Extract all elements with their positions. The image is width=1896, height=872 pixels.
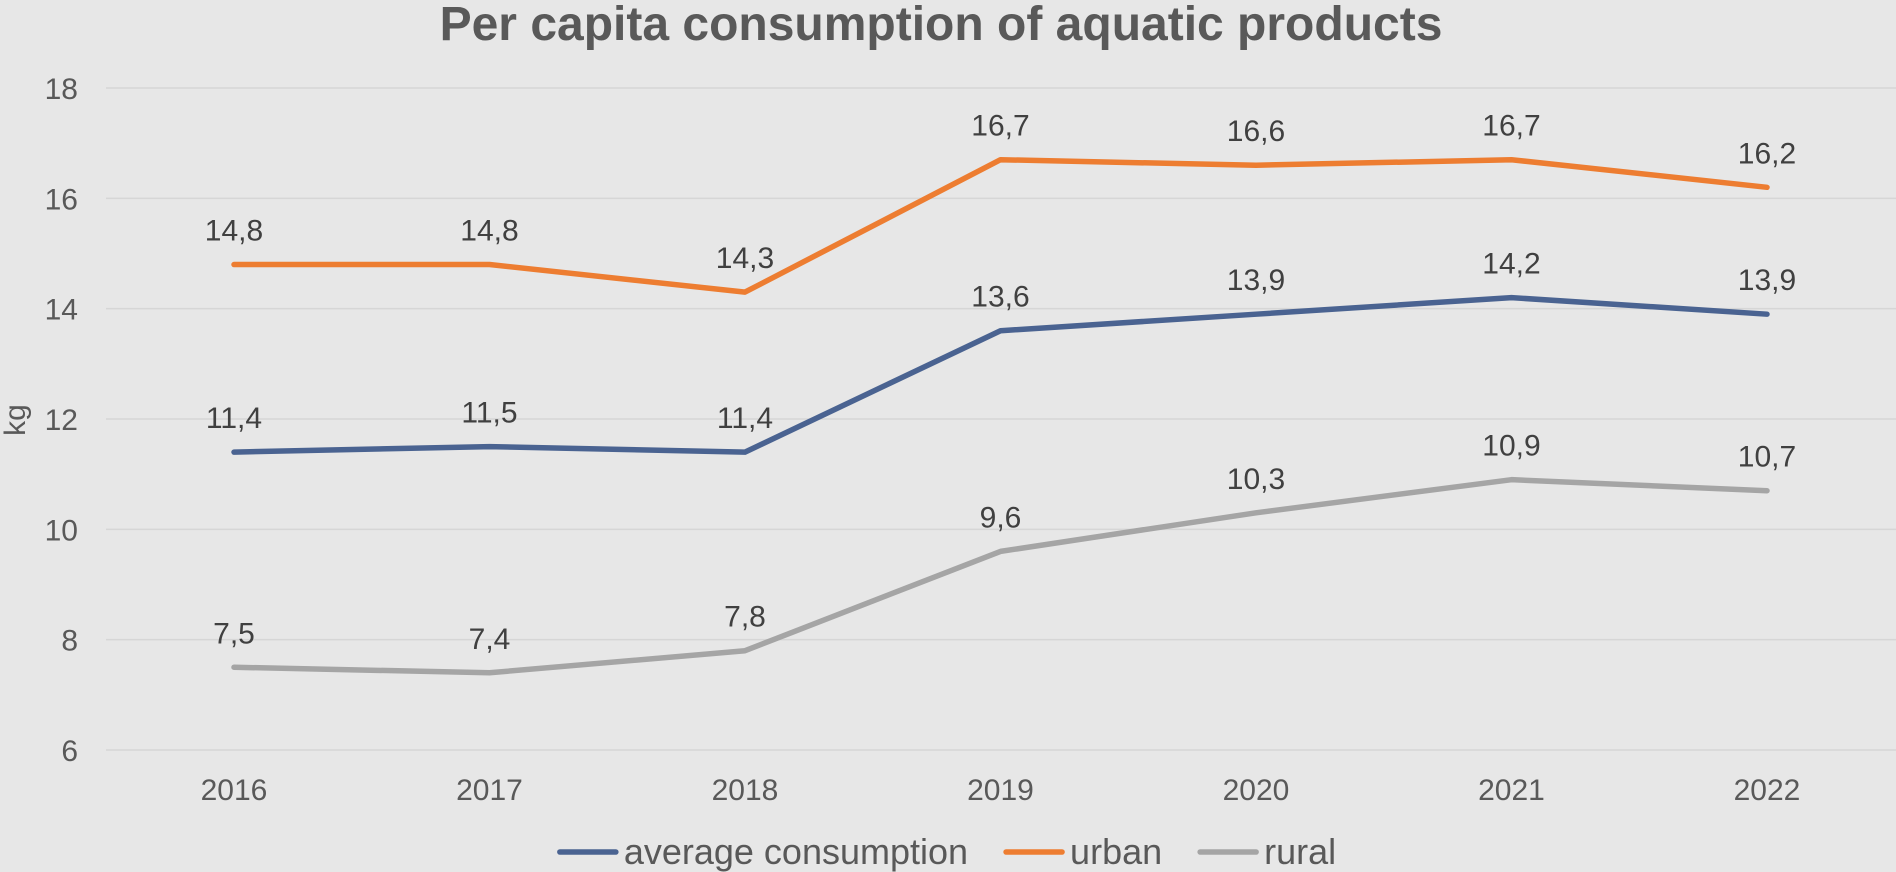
y-tick-label: 8 xyxy=(61,625,78,658)
data-label-urban: 16,7 xyxy=(971,110,1029,143)
legend-item: average consumption xyxy=(557,831,968,872)
data-label-rural: 10,3 xyxy=(1227,463,1285,496)
x-tick-label: 2022 xyxy=(1734,774,1801,807)
gridlines xyxy=(106,87,1896,751)
y-axis-label: kg xyxy=(0,404,32,436)
data-label-rural: 7,4 xyxy=(469,623,511,656)
x-tick-label: 2021 xyxy=(1478,774,1545,807)
data-label-average-consumption: 13,6 xyxy=(971,281,1029,314)
data-label-urban: 16,2 xyxy=(1738,137,1796,170)
data-label-urban: 14,8 xyxy=(205,215,263,248)
data-label-rural: 9,6 xyxy=(980,501,1022,534)
data-label-rural: 10,7 xyxy=(1738,441,1796,474)
data-label-rural: 7,5 xyxy=(213,617,255,650)
y-tick-label: 6 xyxy=(61,735,78,768)
data-label-urban: 16,7 xyxy=(1482,110,1540,143)
data-label-average-consumption: 13,9 xyxy=(1738,264,1796,297)
y-tick-label: 12 xyxy=(45,404,78,437)
legend-item: rural xyxy=(1197,831,1336,872)
x-axis-ticks: 2016 2017 2018 2019 2020 2021 2022 xyxy=(201,774,1801,807)
x-tick-label: 2016 xyxy=(201,774,268,807)
data-label-average-consumption: 11,5 xyxy=(461,397,517,430)
data-labels: 11,4 11,5 11,4 13,6 13,9 14,2 13,9 14,8 14,8 14,3… xyxy=(205,110,1796,656)
legend-item: urban xyxy=(1003,831,1162,872)
data-label-urban: 16,6 xyxy=(1227,115,1285,148)
data-label-rural: 7,8 xyxy=(724,601,766,634)
x-tick-label: 2017 xyxy=(456,774,523,807)
legend-label: urban xyxy=(1070,831,1162,872)
x-tick-label: 2018 xyxy=(712,774,779,807)
y-tick-label: 16 xyxy=(45,183,78,216)
legend-label: average consumption xyxy=(624,831,968,872)
legend-label: rural xyxy=(1264,831,1336,872)
data-label-average-consumption: 11,4 xyxy=(206,402,262,435)
y-axis-ticks: 6 8 10 12 14 16 18 xyxy=(45,73,78,768)
x-tick-label: 2020 xyxy=(1223,774,1290,807)
data-label-urban: 14,8 xyxy=(460,215,518,248)
y-tick-label: 18 xyxy=(45,73,78,106)
series-line-rural xyxy=(231,476,1770,676)
data-label-urban: 14,3 xyxy=(716,242,774,275)
legend: average consumption urban rural xyxy=(557,831,1336,872)
data-label-average-consumption: 13,9 xyxy=(1227,264,1285,297)
data-label-rural: 10,9 xyxy=(1482,430,1540,463)
series-line-urban xyxy=(231,156,1770,295)
y-tick-label: 14 xyxy=(45,294,78,327)
y-tick-label: 10 xyxy=(45,514,78,547)
data-label-average-consumption: 14,2 xyxy=(1482,248,1540,281)
x-tick-label: 2019 xyxy=(967,774,1034,807)
series-lines xyxy=(231,156,1770,676)
data-label-average-consumption: 11,4 xyxy=(717,402,773,435)
series-line-average-consumption xyxy=(231,294,1770,455)
chart-title: Per capita consumption of aquatic produc… xyxy=(440,0,1443,51)
